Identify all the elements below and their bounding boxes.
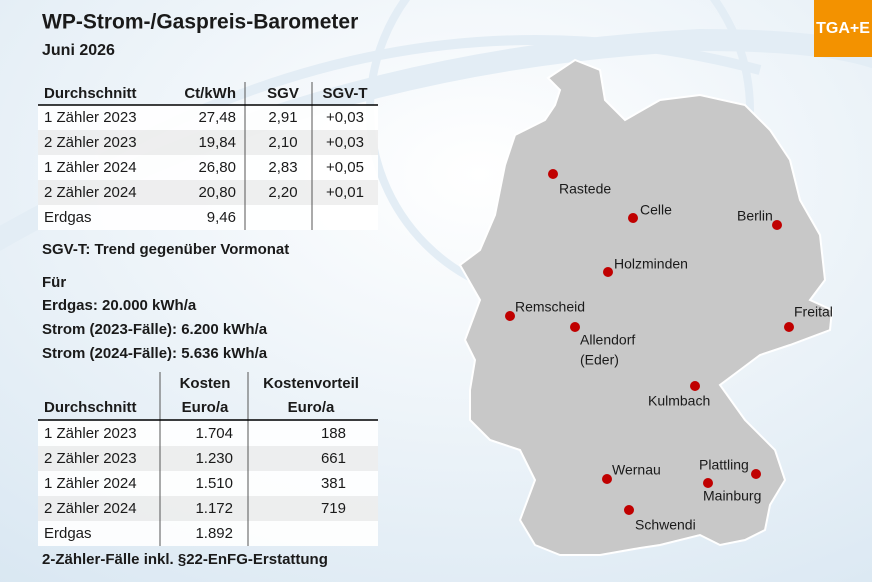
table-cell: 381 [321, 475, 346, 492]
subtitle: Juni 2026 [42, 42, 115, 59]
table-cell: +0,05 [326, 159, 364, 176]
assumptions-heading: Für [42, 274, 66, 291]
city-label: Celle [640, 202, 672, 218]
table-cell: +0,01 [326, 184, 364, 201]
table-row [38, 205, 378, 230]
table-cell: 2,10 [268, 134, 297, 151]
city-label: Freital [794, 304, 833, 320]
city-dot [703, 478, 713, 488]
table-cell: Erdgas [44, 525, 92, 542]
table-cell: 2,20 [268, 184, 297, 201]
table-cell: 9,46 [207, 209, 236, 226]
column-header: Kostenvorteil [263, 375, 359, 392]
city-label: (Eder) [580, 352, 619, 368]
table-row [38, 521, 378, 546]
note: SGV-T: Trend gegenüber Vormonat [42, 241, 289, 258]
table-row [38, 130, 378, 155]
table-cell: 1 Zähler 2023 [44, 109, 137, 126]
table-cell: 1 Zähler 2024 [44, 475, 137, 492]
city-label: Mainburg [703, 488, 761, 504]
city-dot [784, 322, 794, 332]
table-row [38, 105, 378, 130]
city-label: Schwendi [635, 517, 696, 533]
table-cell: 2 Zähler 2023 [44, 134, 137, 151]
table-cell: 20,80 [198, 184, 236, 201]
city-label: Kulmbach [648, 393, 710, 409]
table-cell: 27,48 [198, 109, 236, 126]
column-header: Durchschnitt [44, 85, 137, 102]
assumption: Erdgas: 20.000 kWh/a [42, 297, 197, 314]
table-cell: 1.172 [195, 500, 233, 517]
table-row [38, 471, 378, 496]
city-label: Plattling [699, 457, 749, 473]
table-cell: 1.510 [195, 475, 233, 492]
city-label: Wernau [612, 462, 661, 478]
table-cell: 188 [321, 425, 346, 442]
column-header: Euro/a [182, 399, 229, 416]
city-label: Berlin [737, 208, 773, 224]
city-dot [690, 381, 700, 391]
column-header: Durchschnitt [44, 399, 137, 416]
column-header: SGV [267, 85, 299, 102]
city-dot [751, 469, 761, 479]
title: WP-Strom-/Gaspreis-Barometer [42, 11, 358, 34]
assumption: Strom (2023-Fälle): 6.200 kWh/a [42, 321, 268, 338]
table-cell: 2,83 [268, 159, 297, 176]
table-row [38, 180, 378, 205]
table-cell: 19,84 [198, 134, 236, 151]
table-cell: 26,80 [198, 159, 236, 176]
table-cell: 2,91 [268, 109, 297, 126]
city-dot [603, 267, 613, 277]
city-label: Rastede [559, 181, 611, 197]
table-cell: 2 Zähler 2024 [44, 500, 137, 517]
column-header: Kosten [180, 375, 231, 392]
city-dot [570, 322, 580, 332]
city-label: Remscheid [515, 299, 585, 315]
table-cell: 2 Zähler 2024 [44, 184, 137, 201]
table-cell: 2 Zähler 2023 [44, 450, 137, 467]
table-cell: +0,03 [326, 109, 364, 126]
assumption: Strom (2024-Fälle): 5.636 kWh/a [42, 345, 268, 362]
city-dot [505, 311, 515, 321]
column-header: Ct/kWh [184, 85, 236, 102]
table-cell: +0,03 [326, 134, 364, 151]
germany-map [458, 58, 834, 556]
table-cell: 1 Zähler 2023 [44, 425, 137, 442]
logo-box [814, 0, 872, 57]
table-cell: 661 [321, 450, 346, 467]
table-row [38, 446, 378, 471]
city-dot [624, 505, 634, 515]
logo: TGA+E [816, 20, 870, 37]
table-row [38, 496, 378, 521]
column-header: SGV-T [322, 85, 367, 102]
city-dot [772, 220, 782, 230]
city-label: Holzminden [614, 256, 688, 272]
table-row [38, 155, 378, 180]
city-dot [548, 169, 558, 179]
table-cell: 1.704 [195, 425, 233, 442]
city-dot [628, 213, 638, 223]
table-cell: 1.230 [195, 450, 233, 467]
column-header: Euro/a [288, 399, 335, 416]
table-row [38, 421, 378, 446]
table-cell: 719 [321, 500, 346, 517]
table-cell: Erdgas [44, 209, 92, 226]
table-cell: 1.892 [195, 525, 233, 542]
table-cell: 1 Zähler 2024 [44, 159, 137, 176]
footnote: 2-Zähler-Fälle inkl. §22-EnFG-Erstattung [42, 551, 328, 568]
city-label: Allendorf [580, 332, 635, 348]
city-dot [602, 474, 612, 484]
